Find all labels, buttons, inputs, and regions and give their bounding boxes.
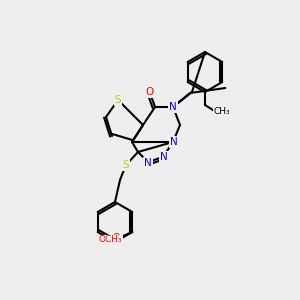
Text: N: N [144, 158, 152, 168]
Text: N: N [170, 137, 178, 147]
Text: N: N [160, 152, 168, 162]
Text: N: N [169, 102, 177, 112]
Text: S: S [115, 95, 121, 105]
Text: O: O [146, 87, 154, 97]
Text: OCH₃: OCH₃ [98, 236, 122, 244]
Text: O: O [112, 233, 120, 243]
Text: CH₃: CH₃ [214, 107, 230, 116]
Text: S: S [123, 160, 129, 170]
